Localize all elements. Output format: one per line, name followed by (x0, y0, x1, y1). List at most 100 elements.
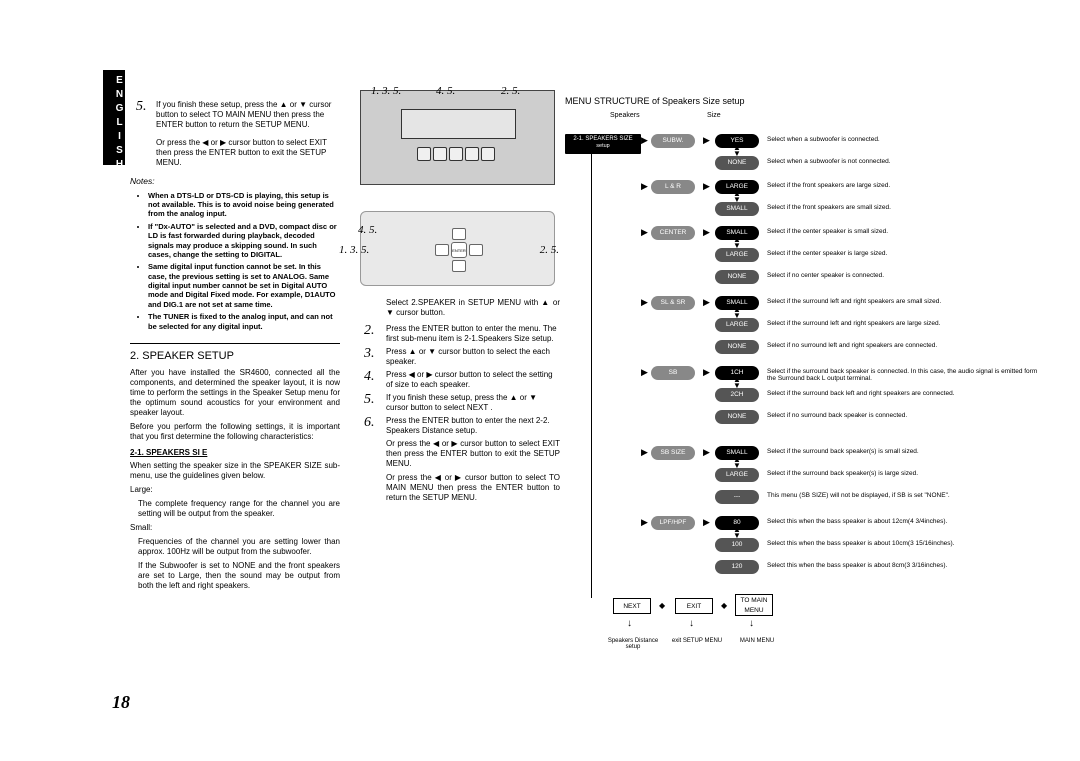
tree-title: MENU STRUCTURE of Speakers Size setup (565, 96, 1055, 106)
divider (130, 343, 340, 344)
updown-icon: ▲▼ (733, 457, 741, 469)
step-text: If you finish these setup, press the ▲ o… (386, 393, 537, 412)
note-item: The TUNER is fixed to the analog input, … (148, 312, 340, 331)
option-desc: Select if the center speaker is small si… (767, 228, 1047, 235)
arrow-right-icon: ▶ (641, 227, 648, 238)
option-pill: NONE (715, 270, 759, 284)
small-text2: If the Subwoofer is set to NONE and the … (138, 561, 340, 591)
arrow-right-icon: ▶ (703, 227, 710, 238)
arrow-right-icon: ▶ (641, 135, 648, 146)
arrow-down-icon: ↓ (749, 618, 754, 629)
option-desc: This menu (SB SIZE) will not be displaye… (767, 492, 1047, 499)
option-desc: Select if the surround left and right sp… (767, 298, 1047, 305)
device-illustration: 1. 3. 5. 4. 5. 2. 5. (360, 90, 555, 185)
top-label: Size (707, 112, 721, 119)
option-pill: NONE (715, 340, 759, 354)
option-pill: 100 (715, 538, 759, 552)
exit-note: exit SETUP MENU (667, 638, 727, 644)
option-pill: LARGE (715, 318, 759, 332)
option-desc: Select if the surround left and right sp… (767, 320, 1047, 327)
callout: 4. 5. (436, 85, 455, 99)
step-text: Press the ENTER button to enter the menu… (386, 324, 557, 343)
step-text-alt: Or press the ◀ or ▶ cursor button to sel… (156, 138, 340, 168)
arrow-right-icon: ▶ (703, 135, 710, 146)
callout: 2. 5. (501, 85, 520, 99)
arrow-right-icon: ▶ (703, 517, 710, 528)
option-desc: Select this when the bass speaker is abo… (767, 562, 1047, 569)
step-text: Press the ENTER button to enter the next… (386, 416, 550, 435)
section-title: 2. SPEAKER SETUP (130, 350, 340, 364)
root-sublabel: setup (565, 143, 641, 149)
arrow-down-icon: ↓ (627, 618, 632, 629)
option-desc: Select if the surround back speaker is c… (767, 368, 1047, 383)
sub-heading: 2-1. SPEAKERS SI E (130, 448, 340, 458)
parent-pill: SB SIZE (651, 446, 695, 460)
root-node: 2-1. SPEAKERS SIZE setup (565, 134, 641, 154)
arrow-right-icon: ▶ (641, 367, 648, 378)
column-2: 1. 3. 5. 4. 5. 2. 5. 4. 5. 1. 3. 5. 2. 5… (360, 90, 560, 507)
arrow-right-icon: ▶ (641, 517, 648, 528)
parent-pill: CENTER (651, 226, 695, 240)
note-item: When a DTS-LD or DTS-CD is playing, this… (148, 191, 340, 219)
step-tail: Or press the ◀ or ▶ cursor button to sel… (386, 473, 560, 503)
updown-icon: ▲▼ (733, 237, 741, 249)
option-desc: Select if the center speaker is large si… (767, 250, 1047, 257)
step-text: If you finish these setup, press the ▲ o… (156, 100, 340, 130)
step-number: 5. (136, 98, 147, 116)
notes-list: When a DTS-LD or DTS-CD is playing, this… (140, 191, 340, 331)
step-tail: Or press the ◀ or ▶ cursor button to sel… (386, 439, 560, 469)
option-desc: Select if no surround back speaker is co… (767, 412, 1047, 419)
updown-icon: ▲▼ (733, 377, 741, 389)
column-3-menu-tree: MENU STRUCTURE of Speakers Size setup Sp… (575, 96, 1055, 678)
notes-heading: Notes: (130, 176, 340, 187)
tree-container: Speakers Size 2-1. SPEAKERS SIZE setup N… (575, 128, 1055, 678)
option-pill: LARGE (715, 248, 759, 262)
root-label: 2-1. SPEAKERS SIZE (573, 136, 632, 142)
body-text: When setting the speaker size in the SPE… (130, 461, 340, 481)
small-label: Small: (130, 523, 340, 533)
note-item: If "Dx-AUTO" is selected and a DVD, comp… (148, 222, 340, 260)
step-number: 6. (364, 414, 375, 432)
note-item: Same digital input function cannot be se… (148, 262, 340, 309)
diamond-icon: ◆ (659, 601, 665, 610)
large-text: The complete frequency range for the cha… (138, 499, 340, 519)
next-box: NEXT (613, 598, 651, 614)
option-desc: Select if the front speakers are small s… (767, 204, 1047, 211)
option-pill: LARGE (715, 468, 759, 482)
diamond-icon: ◆ (721, 601, 727, 610)
column-1: 5. If you finish these setup, press the … (130, 100, 340, 595)
option-pill: 2CH (715, 388, 759, 402)
arrow-down-icon: ↓ (689, 618, 694, 629)
arrow-right-icon: ▶ (703, 181, 710, 192)
option-desc: Select this when the bass speaker is abo… (767, 540, 1047, 547)
step-number: 3. (364, 345, 375, 363)
step-intro: Select 2.SPEAKER in SETUP MENU with ▲ or… (386, 298, 560, 318)
step-number: 2. (364, 322, 375, 340)
arrow-right-icon: ▶ (703, 367, 710, 378)
option-pill: --- (715, 490, 759, 504)
parent-pill: L & R (651, 180, 695, 194)
callout: 4. 5. (358, 224, 377, 238)
trunk-line (591, 154, 592, 598)
parent-pill: SUBW. (651, 134, 695, 148)
body-text: Before you perform the following setting… (130, 422, 340, 442)
updown-icon: ▲▼ (733, 527, 741, 539)
option-desc: Select if the surround back speaker(s) i… (767, 448, 1047, 455)
main-note: MAIN MENU (727, 638, 787, 644)
updown-icon: ▲▼ (733, 307, 741, 319)
arrow-right-icon: ▶ (641, 181, 648, 192)
body-text: After you have installed the SR4600, con… (130, 368, 340, 418)
option-desc: Select if no surround left and right spe… (767, 342, 1047, 349)
option-pill: NONE (715, 410, 759, 424)
option-desc: Select when a subwoofer is not connected… (767, 158, 1047, 165)
large-label: Large: (130, 485, 340, 495)
updown-icon: ▲▼ (733, 145, 741, 157)
top-label: Speakers (610, 112, 640, 119)
parent-pill: SL & SR (651, 296, 695, 310)
language-tab: ENGLISH (103, 70, 125, 165)
option-desc: Select if no center speaker is connected… (767, 272, 1047, 279)
option-desc: Select if the surround back left and rig… (767, 390, 1047, 397)
step-number: 5. (364, 391, 375, 409)
option-desc: Select if the front speakers are large s… (767, 182, 1047, 189)
arrow-right-icon: ▶ (703, 447, 710, 458)
